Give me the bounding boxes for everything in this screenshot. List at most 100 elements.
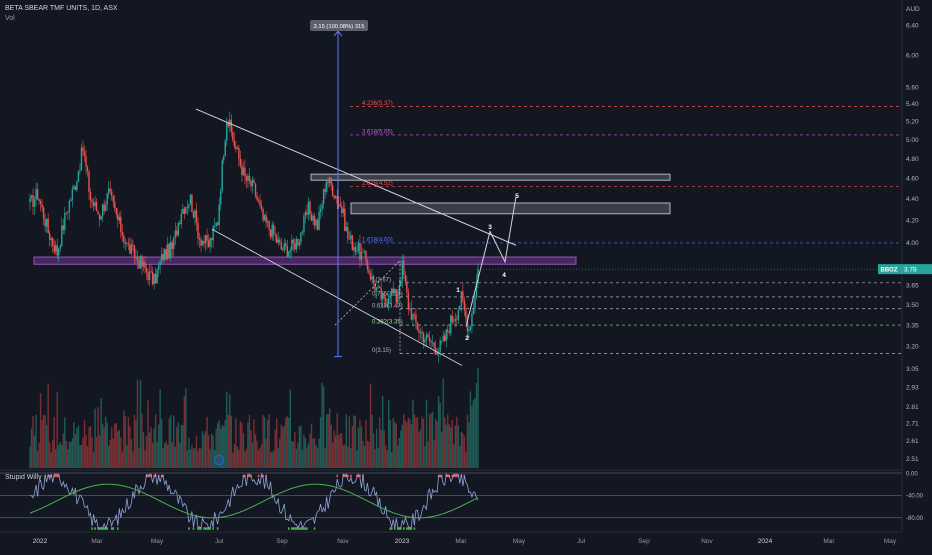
candle-body: [47, 218, 49, 234]
candle-body: [189, 194, 192, 205]
volume-bar: [194, 448, 196, 468]
indicator-oversold-dot: [207, 527, 210, 530]
volume-bar: [118, 429, 120, 468]
candle-body: [209, 237, 211, 247]
candle-body: [468, 329, 470, 332]
candle-body: [394, 289, 396, 294]
volume-bar: [469, 391, 472, 468]
volume-bar: [338, 435, 340, 468]
volume-bar: [206, 416, 208, 468]
candle-body: [242, 167, 245, 176]
volume-bar: [247, 422, 249, 468]
volume-bar: [176, 426, 178, 468]
candle-body: [218, 204, 220, 225]
candle-body: [192, 211, 195, 218]
candle-body: [135, 256, 137, 259]
candle-body: [203, 241, 205, 244]
volume-bar: [103, 426, 105, 468]
fib-level-label: 4.236(5.37): [362, 101, 393, 107]
candle-body: [409, 308, 411, 310]
volume-bar: [421, 416, 423, 468]
candle-body: [274, 234, 276, 236]
candle-body: [239, 158, 242, 166]
candle-body: [35, 189, 37, 200]
price-tick-label: 2.81: [906, 404, 919, 411]
price-tick-label: 4.60: [906, 175, 919, 182]
volume-bar: [392, 418, 394, 468]
volume-bar: [453, 444, 455, 468]
indicator-overbought-dot: [456, 474, 458, 478]
volume-bar: [233, 443, 236, 468]
volume-bar: [466, 414, 469, 468]
candle-body: [381, 293, 384, 300]
volume-bar: [460, 431, 463, 468]
candle-body: [200, 239, 202, 246]
volume-bar: [462, 433, 464, 468]
volume-bar: [472, 400, 475, 468]
volume-bar: [362, 441, 364, 468]
indicator-overbought-dot: [350, 474, 352, 478]
candle-body: [120, 216, 122, 233]
fib-level-label: 0.786(3.56): [372, 291, 403, 297]
volume-bar: [45, 424, 48, 468]
volume-bar: [256, 440, 258, 468]
volume-bar: [378, 417, 381, 468]
candle-body: [400, 280, 402, 286]
volume-bar: [185, 388, 187, 468]
indicator-oversold-dot: [304, 527, 307, 530]
indicator-oversold-dot: [393, 527, 396, 530]
candle-body: [136, 256, 139, 261]
volume-bar: [229, 394, 231, 468]
indicator-oversold-dot: [112, 527, 115, 530]
volume-bar: [115, 423, 117, 468]
volume-bar: [415, 417, 417, 468]
time-tick-label: Jul: [215, 538, 224, 545]
volume-bar: [410, 424, 413, 468]
indicator-oversold-dot: [410, 527, 413, 530]
candle-body: [369, 273, 372, 280]
volume-bar: [52, 440, 54, 468]
volume-bar: [248, 414, 251, 468]
event-marker-label: D: [217, 458, 221, 464]
candle-body: [213, 225, 216, 227]
volume-bar: [133, 414, 136, 468]
volume-bar: [92, 452, 95, 468]
candle-body: [183, 208, 186, 214]
candle-body: [104, 205, 107, 211]
volume-bar: [310, 423, 313, 468]
candle-body: [160, 253, 163, 262]
volume-bar: [289, 389, 292, 468]
volume-bar: [356, 450, 358, 468]
volume-bar: [276, 418, 278, 468]
candle-body: [359, 242, 361, 260]
volume-bar: [272, 450, 275, 468]
candle-body: [325, 181, 328, 192]
volume-bar: [371, 414, 373, 468]
candle-body: [375, 287, 378, 291]
volume-bar: [197, 450, 199, 468]
candle-body: [98, 213, 101, 220]
candle-body: [220, 190, 222, 205]
volume-bar: [144, 450, 146, 468]
candle-body: [201, 241, 204, 246]
candle-body: [36, 189, 39, 200]
volume-bar: [292, 441, 295, 468]
candle-body: [292, 239, 295, 244]
wave-label: 3: [488, 224, 492, 231]
price-tick-label: 4.20: [906, 218, 919, 225]
volume-bar: [220, 428, 222, 468]
candle-body: [82, 147, 84, 152]
candle-body: [48, 233, 51, 241]
time-tick-label: May: [151, 538, 164, 545]
candle-body: [235, 146, 237, 150]
volume-bar: [419, 429, 422, 468]
volume-bar: [295, 448, 298, 468]
volume-bar: [436, 421, 438, 468]
price-tick-label: 6.00: [906, 52, 919, 59]
candle-body: [322, 189, 325, 204]
volume-bar: [171, 442, 173, 468]
volume-bar: [457, 425, 460, 468]
volume-bar: [416, 417, 419, 468]
